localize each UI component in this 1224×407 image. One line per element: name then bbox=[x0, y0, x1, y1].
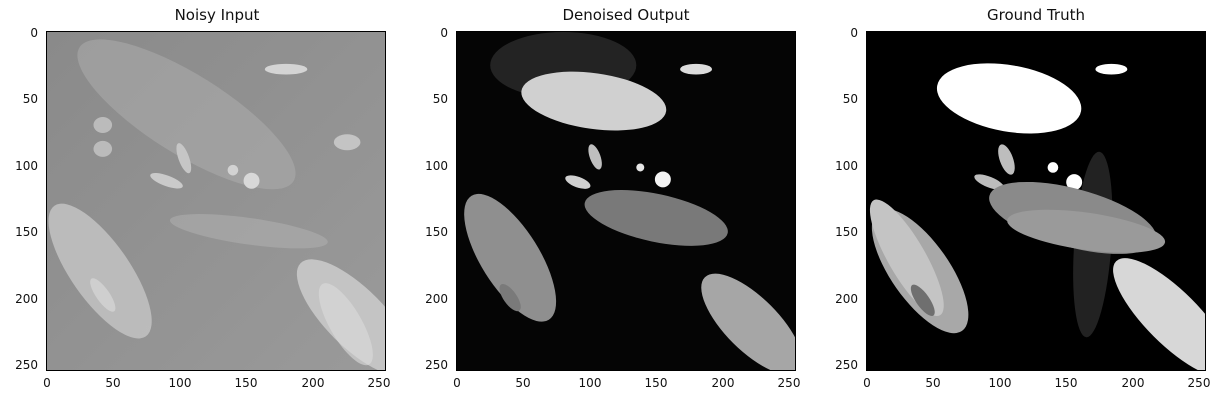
x-tick-label: 150 bbox=[644, 376, 668, 390]
x-tick-label: 100 bbox=[168, 376, 192, 390]
x-tick-label: 150 bbox=[234, 376, 258, 390]
image-ground-truth bbox=[866, 31, 1206, 371]
y-tick-label: 250 bbox=[15, 358, 38, 372]
y-tick-label: 200 bbox=[425, 292, 448, 306]
denoised-output-image bbox=[457, 32, 795, 370]
x-tick-label: 50 bbox=[105, 376, 121, 390]
y-tick-label: 50 bbox=[432, 92, 448, 106]
image-noisy-input bbox=[46, 31, 386, 371]
y-tick-label: 100 bbox=[835, 159, 858, 173]
x-tick-label: 200 bbox=[711, 376, 735, 390]
x-tick-label: 100 bbox=[578, 376, 602, 390]
x-tick-label: 200 bbox=[301, 376, 325, 390]
y-tick-label: 200 bbox=[835, 292, 858, 306]
x-tick-label: 0 bbox=[453, 376, 461, 390]
y-tick-label: 0 bbox=[850, 26, 858, 40]
x-tick-label: 250 bbox=[777, 376, 801, 390]
x-tick-label: 50 bbox=[515, 376, 531, 390]
x-tick-label: 250 bbox=[1187, 376, 1211, 390]
panel-noisy-input: Noisy Input 0 50 10 bbox=[0, 0, 400, 407]
y-tick-label: 50 bbox=[22, 92, 38, 106]
y-tick-label: 100 bbox=[15, 159, 38, 173]
y-tick-label: 0 bbox=[440, 26, 448, 40]
panel-denoised-output: Denoised Output 0 50 100 150 200 250 0 5… bbox=[410, 0, 810, 407]
y-tick-label: 150 bbox=[425, 225, 448, 239]
x-tick-label: 0 bbox=[43, 376, 51, 390]
image-denoised-output bbox=[456, 31, 796, 371]
panel-title: Denoised Output bbox=[562, 6, 690, 24]
ground-truth-image bbox=[867, 32, 1205, 370]
x-tick-label: 100 bbox=[988, 376, 1012, 390]
y-tick-label: 50 bbox=[842, 92, 858, 106]
panel-title: Noisy Input bbox=[174, 6, 260, 24]
y-tick-label: 0 bbox=[30, 26, 38, 40]
panel-ground-truth: Ground Truth 0 50 100 150 200 250 0 50 1… bbox=[820, 0, 1220, 407]
x-tick-label: 50 bbox=[925, 376, 941, 390]
y-tick-label: 200 bbox=[15, 292, 38, 306]
x-tick-label: 250 bbox=[367, 376, 391, 390]
y-tick-label: 150 bbox=[15, 225, 38, 239]
noisy-input-image bbox=[47, 32, 385, 370]
y-tick-label: 100 bbox=[425, 159, 448, 173]
y-tick-label: 150 bbox=[835, 225, 858, 239]
panel-title: Ground Truth bbox=[987, 6, 1085, 24]
y-tick-label: 250 bbox=[835, 358, 858, 372]
x-tick-label: 0 bbox=[863, 376, 871, 390]
x-tick-label: 150 bbox=[1054, 376, 1078, 390]
x-tick-label: 200 bbox=[1121, 376, 1145, 390]
y-tick-label: 250 bbox=[425, 358, 448, 372]
